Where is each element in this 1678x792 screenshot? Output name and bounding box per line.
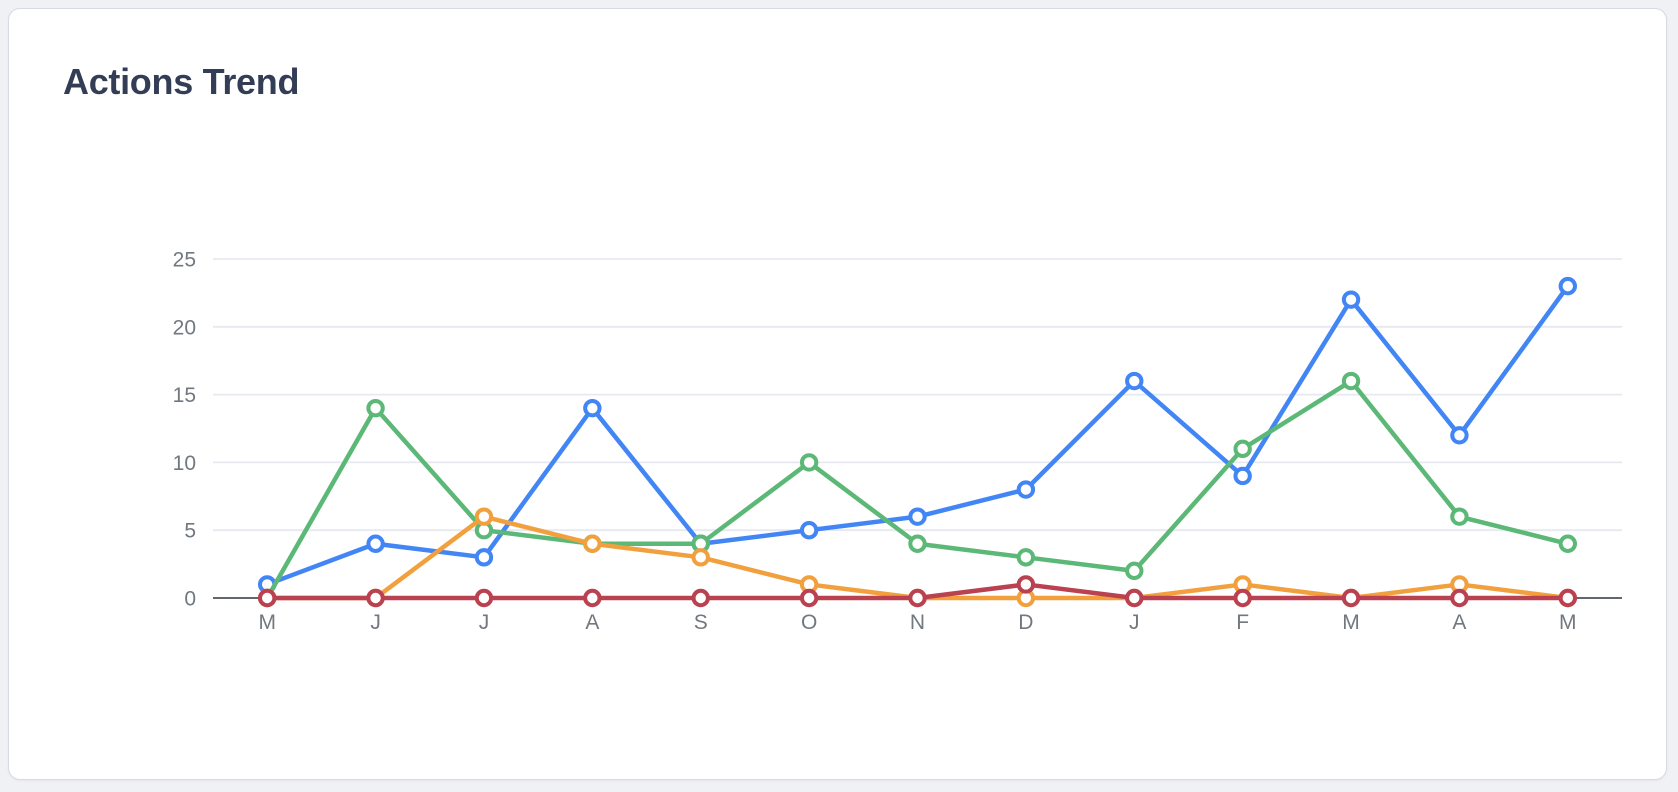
series-green-point	[1125, 561, 1144, 581]
series-green-line	[264, 378, 1571, 601]
series-blue-point	[366, 534, 385, 553]
series-red-point	[366, 588, 385, 608]
series-red-point	[1016, 575, 1036, 594]
series-orange-point	[474, 507, 494, 526]
x-axis-tick-label: M	[1559, 611, 1577, 634]
series-red-point	[1450, 588, 1469, 608]
x-axis-tick-label: M	[1342, 611, 1360, 634]
x-axis-tick-label: D	[1018, 611, 1033, 634]
series-red-point	[1125, 588, 1144, 608]
series-green-point	[1233, 439, 1252, 459]
card-title: Actions Trend	[63, 61, 300, 102]
x-axis-tick-label: M	[258, 611, 276, 634]
y-axis-tick-label: 0	[184, 588, 196, 611]
series-blue-point	[1016, 480, 1036, 499]
series-red-point	[474, 588, 494, 608]
x-axis-tick-label: J	[370, 611, 381, 634]
series-orange-point	[583, 534, 602, 553]
series-orange-line	[264, 514, 1571, 601]
y-axis-tick-label: 5	[184, 520, 196, 543]
y-axis-tick-label: 25	[173, 249, 196, 272]
series-green-point	[1558, 534, 1578, 553]
series-blue-point	[1450, 426, 1469, 445]
series-blue-point	[1341, 290, 1361, 309]
series-green-point	[1341, 371, 1361, 391]
series-red-point	[1558, 588, 1578, 608]
y-axis-tick-label: 20	[173, 316, 196, 339]
series-blue-point	[583, 398, 602, 418]
series-blue-point	[908, 507, 927, 526]
series-orange-point	[691, 548, 710, 567]
x-axis-tick-label: O	[801, 611, 817, 634]
series-blue-point	[1558, 276, 1578, 296]
series-green-point	[1450, 507, 1469, 526]
series-green-point	[799, 453, 819, 472]
series-green-point	[1016, 548, 1036, 567]
series-red-point	[583, 588, 602, 608]
series-red-point	[1233, 588, 1252, 608]
series-red-point	[908, 588, 927, 608]
x-axis-tick-label: N	[910, 611, 925, 634]
series-red-point	[799, 588, 819, 608]
x-axis-tick-label: A	[585, 611, 599, 634]
x-axis-tick-label: J	[1129, 611, 1140, 634]
series-red-point	[691, 588, 710, 608]
series-blue-point	[1125, 371, 1144, 391]
y-axis-tick-label: 15	[173, 384, 196, 407]
series-blue-point	[799, 521, 819, 540]
series-red-point	[1341, 588, 1361, 608]
series-blue-point	[1233, 466, 1252, 486]
series-green-point	[366, 398, 385, 418]
x-axis-tick-label: F	[1236, 611, 1249, 634]
x-axis-tick-label: S	[694, 611, 708, 634]
y-axis-tick-label: 10	[173, 452, 196, 475]
x-axis-tick-label: J	[479, 611, 490, 634]
x-axis-tick-label: A	[1452, 611, 1466, 634]
series-green-point	[908, 534, 927, 553]
series-blue-point	[474, 548, 494, 567]
series-red-point	[257, 588, 277, 608]
